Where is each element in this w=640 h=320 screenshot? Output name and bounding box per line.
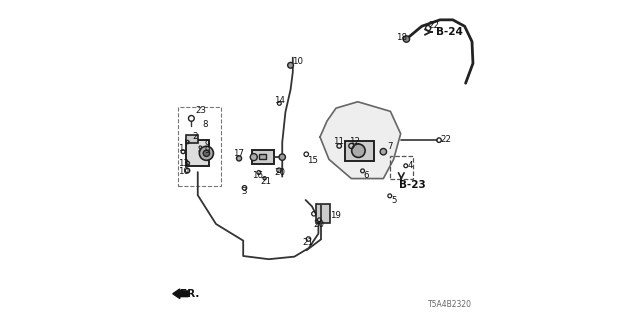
Circle shape — [288, 62, 293, 68]
Text: 11: 11 — [333, 137, 344, 146]
Circle shape — [237, 156, 242, 161]
Text: 9: 9 — [204, 140, 209, 149]
Text: 22: 22 — [428, 21, 439, 30]
Text: 8: 8 — [202, 120, 208, 129]
Text: 10: 10 — [178, 167, 189, 176]
Bar — [186, 140, 209, 166]
Circle shape — [279, 154, 285, 160]
Polygon shape — [320, 102, 401, 179]
Text: 21: 21 — [261, 177, 272, 186]
Circle shape — [352, 144, 365, 157]
Bar — [186, 135, 198, 143]
Text: 3: 3 — [242, 187, 247, 196]
Text: FR.: FR. — [180, 289, 199, 299]
Text: T5A4B2320: T5A4B2320 — [428, 300, 472, 309]
Circle shape — [403, 36, 410, 42]
Bar — [316, 204, 330, 223]
Text: 22: 22 — [440, 135, 451, 144]
Text: 20: 20 — [275, 168, 285, 177]
Bar — [345, 141, 374, 161]
Circle shape — [380, 148, 387, 155]
Text: 9: 9 — [204, 146, 209, 155]
Text: 6: 6 — [364, 171, 369, 180]
Text: 5: 5 — [391, 196, 397, 204]
Text: 4: 4 — [408, 161, 413, 170]
Text: 14: 14 — [274, 96, 285, 105]
Text: 13: 13 — [178, 159, 189, 168]
Text: 15: 15 — [307, 156, 318, 164]
Text: 16: 16 — [252, 171, 263, 180]
Bar — [259, 154, 266, 159]
Text: 23: 23 — [195, 106, 206, 115]
Text: B-23: B-23 — [399, 180, 426, 190]
Text: 10: 10 — [292, 57, 303, 66]
Circle shape — [200, 146, 214, 160]
Text: 17: 17 — [233, 149, 244, 158]
Bar — [252, 150, 274, 164]
Text: 12: 12 — [349, 137, 360, 146]
Text: 2: 2 — [192, 132, 198, 141]
Circle shape — [250, 154, 257, 161]
Text: 19: 19 — [330, 211, 341, 220]
Text: 7: 7 — [387, 142, 393, 151]
Text: 20: 20 — [314, 220, 324, 229]
Text: 18: 18 — [396, 33, 406, 42]
FancyArrow shape — [173, 289, 188, 299]
Text: B-24: B-24 — [436, 27, 463, 37]
FancyBboxPatch shape — [178, 107, 221, 186]
Text: 21: 21 — [302, 238, 314, 247]
Circle shape — [204, 150, 210, 156]
Text: 1: 1 — [178, 144, 183, 153]
